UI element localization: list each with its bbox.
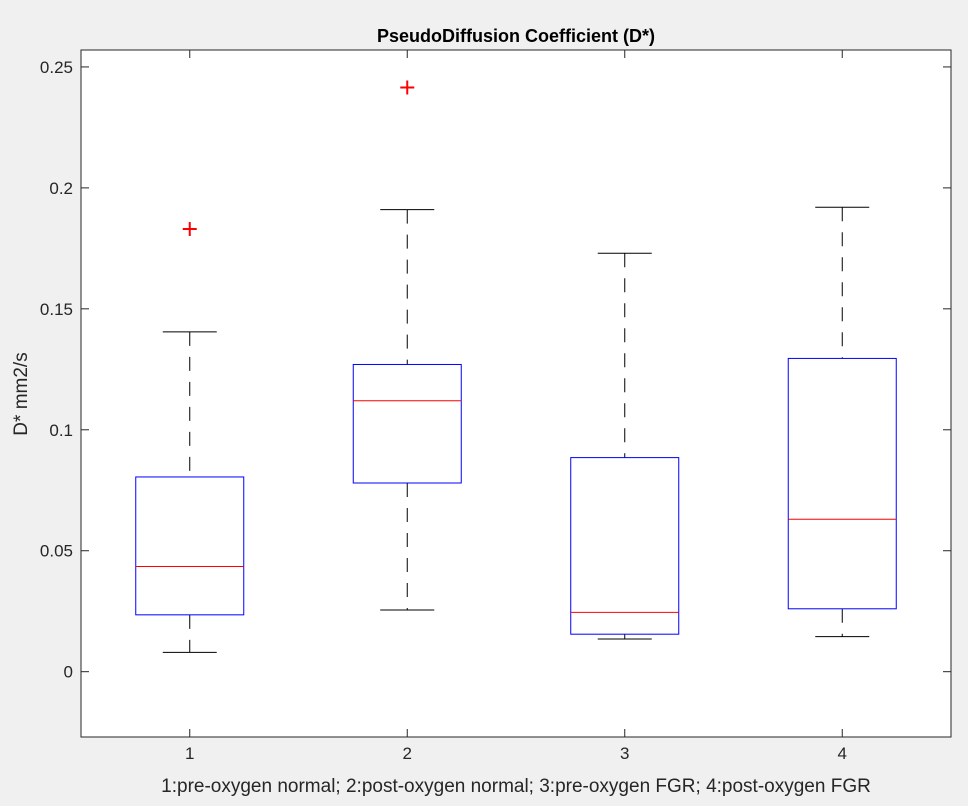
y-tick-label: 0.2 — [49, 179, 73, 198]
box-group-3 — [570, 252, 680, 640]
x-axis-label: 1:pre-oxygen normal; 2:post-oxygen norma… — [161, 776, 871, 797]
x-tick-label: 4 — [838, 744, 847, 763]
y-tick-label: 0.05 — [40, 542, 73, 561]
y-tick-label: 0.25 — [40, 58, 73, 77]
x-tick-label: 2 — [403, 744, 412, 763]
x-tick-label: 3 — [620, 744, 629, 763]
x-tick-label: 1 — [185, 744, 194, 763]
box — [787, 357, 897, 610]
box — [570, 457, 680, 635]
box-group-1 — [135, 222, 245, 653]
y-axis: 0 0.05 0.1 0.15 0.2 0.25 — [40, 58, 951, 682]
y-tick-label: 0.15 — [40, 300, 73, 319]
box — [352, 363, 462, 484]
box-series — [135, 80, 897, 653]
y-tick-label: 0 — [64, 663, 73, 682]
x-axis: 1 2 3 4 — [185, 50, 847, 763]
box-group-4 — [787, 206, 897, 638]
plot-area — [80, 49, 952, 738]
box — [135, 476, 245, 616]
box-group-2 — [352, 80, 462, 611]
outlier-marker — [182, 222, 197, 237]
y-axis-label: D* mm2/s — [11, 352, 32, 435]
outlier-marker — [400, 80, 415, 95]
chart-title: PseudoDiffusion Coefficient (D*) — [377, 26, 655, 46]
y-tick-label: 0.1 — [49, 421, 73, 440]
